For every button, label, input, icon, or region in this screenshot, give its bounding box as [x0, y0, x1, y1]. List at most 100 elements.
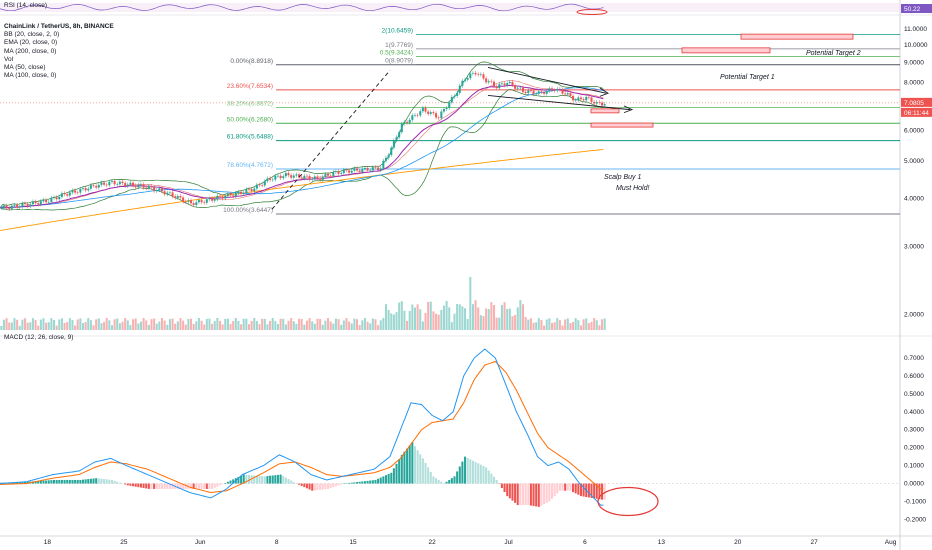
- volume-bar: [105, 318, 108, 330]
- candle-body: [282, 176, 285, 179]
- volume-bar: [110, 325, 113, 330]
- volume-bar: [355, 319, 359, 330]
- candle-body: [205, 199, 208, 203]
- countdown-value: 06:11:44: [904, 110, 929, 117]
- volume-bar: [242, 318, 245, 330]
- candle-body: [424, 107, 427, 112]
- candle-body: [313, 176, 316, 179]
- candle-body: [142, 184, 145, 188]
- volume-bar: [382, 318, 385, 330]
- candle-body: [587, 96, 590, 98]
- macd-histogram-bar: [566, 483, 569, 491]
- candle-body: [197, 200, 200, 203]
- volume-bar: [218, 320, 222, 330]
- macd-histogram-bar: [529, 483, 532, 506]
- volume-bar: [334, 318, 337, 330]
- candle-body: [247, 189, 251, 190]
- volume-bar: [121, 321, 124, 330]
- candle-body: [139, 184, 142, 185]
- macd-histogram-bar: [311, 483, 314, 491]
- candle-body: [74, 190, 77, 193]
- candle-body: [89, 185, 92, 189]
- macd-histogram-bar: [87, 479, 90, 484]
- volume-bar: [161, 318, 164, 330]
- volume-bar: [390, 313, 393, 330]
- time-tick-label-6: Jul: [504, 539, 513, 546]
- candle-body: [245, 189, 248, 193]
- macd-histogram-bar: [371, 480, 374, 484]
- macd-histogram-bar: [147, 483, 150, 489]
- volume-bar: [384, 304, 388, 330]
- macd-histogram-bar: [145, 483, 148, 489]
- macd-histogram-bar: [416, 450, 419, 484]
- volume-bar: [350, 323, 353, 330]
- candle-body: [453, 95, 456, 97]
- candle-body: [440, 111, 443, 119]
- volume-bar: [68, 318, 71, 330]
- volume-bar: [229, 324, 232, 330]
- candle-body: [45, 199, 48, 203]
- volume-bar: [419, 309, 422, 330]
- macd-tick-label-8: -0.1000: [904, 498, 926, 505]
- macd-histogram-bar: [303, 483, 306, 488]
- macd-line: [0, 348, 604, 506]
- candle-body: [263, 181, 266, 186]
- volume-bar: [298, 318, 301, 330]
- candle-body: [213, 199, 216, 201]
- candle-body: [369, 170, 372, 172]
- candle-body: [190, 200, 193, 204]
- volume-bar: [145, 320, 148, 330]
- macd-histogram-bar: [358, 481, 361, 484]
- time-tick-label-5: 22: [428, 539, 436, 546]
- macd-histogram-bar: [42, 480, 45, 484]
- candle-body: [203, 202, 206, 203]
- target2-label: Potential Target 2: [806, 50, 861, 57]
- macd-tick-label-1: 0.6000: [904, 373, 924, 380]
- volume-bar: [0, 326, 3, 330]
- volume-bar: [74, 325, 77, 330]
- volume-bar: [329, 321, 332, 330]
- price-tick-label-8: 3.0000: [904, 244, 924, 251]
- candle-body: [179, 196, 182, 198]
- macd-histogram-bar: [490, 473, 493, 484]
- candle-body: [16, 204, 19, 208]
- volume-bar: [176, 321, 179, 330]
- price-tick-label-2: 9.0000: [904, 60, 924, 67]
- time-tick-label-8: 13: [658, 539, 666, 546]
- candle-body: [52, 197, 56, 198]
- volume-bar: [250, 320, 253, 330]
- candle-body: [469, 73, 472, 79]
- candle-body: [569, 93, 572, 96]
- macd-histogram-bar: [137, 483, 140, 488]
- candle-body: [269, 178, 272, 180]
- macd-histogram-bar: [95, 478, 98, 484]
- candle-body: [126, 184, 129, 187]
- macd-histogram-bar: [466, 457, 469, 484]
- macd-histogram-bar: [58, 479, 61, 484]
- volume-bar: [548, 318, 551, 330]
- macd-histogram-bar: [564, 483, 567, 491]
- macd-histogram-bar: [487, 470, 490, 484]
- candle-body: [395, 137, 398, 141]
- macd-histogram-bar: [192, 483, 195, 489]
- volume-bar: [179, 318, 182, 330]
- macd-histogram-bar: [450, 478, 453, 484]
- volume-bar: [50, 318, 53, 330]
- volume-bar: [398, 302, 401, 330]
- volume-bar: [342, 320, 345, 330]
- price-tick-label-9: 2.0000: [904, 311, 924, 318]
- volume-bar: [553, 322, 556, 330]
- candle-body: [456, 92, 459, 96]
- macd-histogram-bar: [39, 480, 42, 484]
- macd-histogram-bar: [266, 476, 269, 484]
- volume-bar: [52, 319, 56, 330]
- macd-histogram-bar: [263, 476, 266, 484]
- macd-histogram-bar: [482, 466, 485, 484]
- macd-histogram-bar: [392, 468, 395, 484]
- candle-body: [408, 119, 411, 123]
- volume-bar: [545, 319, 548, 330]
- macd-histogram-bar: [448, 479, 451, 484]
- volume-bar: [47, 322, 50, 330]
- candle-body: [211, 198, 214, 201]
